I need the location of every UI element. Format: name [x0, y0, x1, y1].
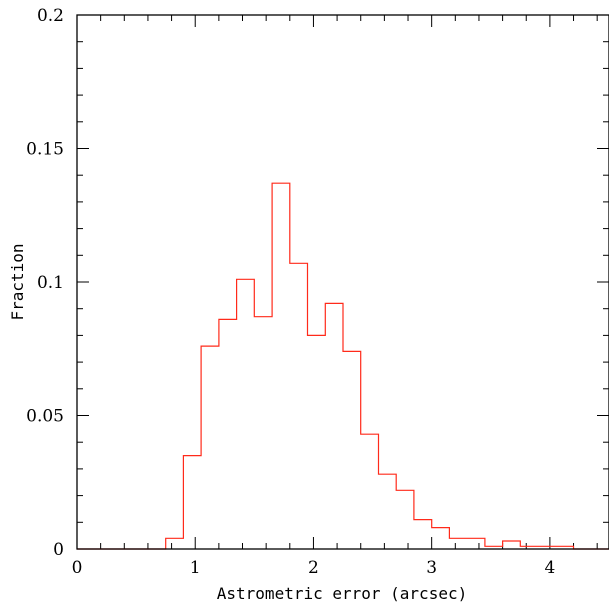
histogram-bin: [432, 528, 450, 549]
x-tick-label: 3: [426, 558, 437, 578]
histogram-bin: [343, 351, 361, 549]
histogram-bin: [254, 317, 272, 549]
x-tick-label: 1: [190, 558, 201, 578]
histogram-bin: [166, 538, 184, 549]
plot-frame: [76, 14, 609, 550]
x-tick-label: 0: [72, 558, 83, 578]
histogram-bin: [503, 541, 521, 549]
y-tick-label: 0.15: [26, 140, 64, 160]
histogram-bin: [272, 183, 290, 549]
histogram-bin: [219, 319, 237, 549]
histogram-bin: [201, 346, 219, 549]
y-tick-label: 0.2: [37, 6, 64, 26]
histogram-bin: [183, 456, 201, 549]
histogram-bin: [449, 538, 467, 549]
y-tick-label: 0.05: [26, 407, 64, 427]
histogram-bin: [308, 335, 326, 549]
y-tick-label: 0: [53, 540, 64, 560]
major-ticks: [76, 14, 609, 550]
x-axis-label: Astrometric error (arcsec): [217, 584, 467, 603]
histogram-bin: [396, 490, 414, 549]
tick-labels: 0 1 2 3 4 0 0.05 0.1 0.15 0.2: [26, 6, 555, 578]
minor-ticks: [77, 15, 609, 549]
y-axis-label: Fraction: [8, 243, 27, 320]
histogram-bin: [467, 538, 485, 549]
x-tick-label: 4: [544, 558, 555, 578]
histogram-bin: [290, 263, 308, 549]
histogram-bins: [166, 183, 574, 549]
histogram-bin: [237, 279, 255, 549]
x-tick-label: 2: [308, 558, 319, 578]
y-tick-label: 0.1: [37, 273, 64, 293]
histogram-bin: [378, 474, 396, 549]
histogram-bin: [361, 434, 379, 549]
histogram-series: [77, 182, 609, 550]
histogram-bin: [414, 520, 432, 549]
histogram-bin: [325, 303, 343, 549]
